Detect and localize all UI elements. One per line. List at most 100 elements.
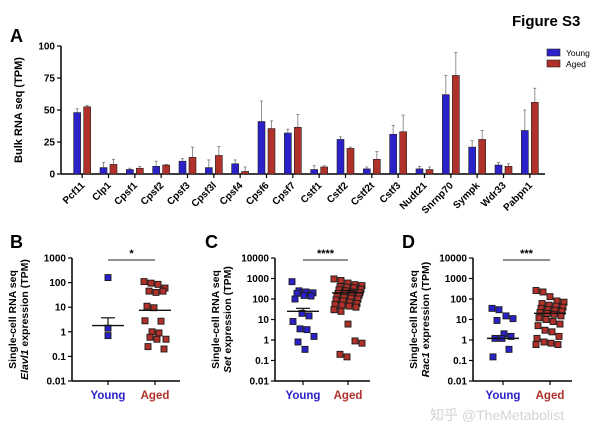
- a-bar-young: [415, 168, 424, 175]
- panel-label-d: D: [402, 232, 415, 252]
- d-point-aged: [541, 326, 549, 334]
- a-bar-young: [73, 112, 81, 175]
- b-point-aged: [152, 288, 160, 296]
- c-x-label-young: Young: [286, 390, 321, 402]
- b-point-aged: [146, 333, 154, 341]
- d-x-label-young: Young: [486, 390, 521, 402]
- d-point-young: [502, 312, 510, 320]
- c-y-tick-label: 100: [252, 295, 269, 306]
- c-point-young: [289, 318, 297, 325]
- c-point-aged: [330, 275, 338, 283]
- d-ylabel-line2: Rac1 expression (TPM): [420, 262, 432, 378]
- d-point-young: [495, 306, 503, 314]
- c-point-aged: [343, 353, 351, 361]
- a-bar-young: [231, 163, 239, 175]
- a-bar-young: [389, 134, 397, 175]
- a-y-tick-label: 0: [49, 170, 55, 181]
- c-point-young: [298, 309, 306, 317]
- a-x-tick-label: Pcf11: [61, 180, 88, 207]
- a-bar-young: [178, 160, 187, 175]
- a-bar-aged: [188, 157, 197, 175]
- d-point-aged: [532, 287, 540, 294]
- a-bar-aged: [109, 164, 118, 175]
- c-point-young: [301, 345, 309, 353]
- b-ylabel: Single-cell RNA seq: [7, 270, 19, 369]
- b-point-aged: [159, 287, 167, 295]
- b-y-tick-label: 1: [60, 327, 66, 338]
- legend-young: Young: [566, 48, 590, 58]
- b-point-aged: [145, 287, 153, 295]
- b-ylabel-line2: Elavl1 expression (TPM): [19, 259, 31, 380]
- legend-aged: Aged: [566, 59, 586, 69]
- a-bar-aged: [504, 166, 513, 175]
- d-point-young: [507, 332, 515, 340]
- b-point-aged: [141, 317, 149, 325]
- b-point-aged: [162, 335, 170, 343]
- panel-label-b: B: [10, 232, 23, 252]
- a-bar-aged: [162, 164, 170, 175]
- c-point-aged: [337, 277, 345, 284]
- c-y-tick-label: 1: [263, 336, 269, 347]
- a-bar-aged: [267, 128, 276, 175]
- a-bar-young: [363, 168, 371, 175]
- a-x-tick-label: Cstf1: [299, 180, 325, 206]
- c-point-young: [296, 325, 304, 333]
- a-bar-aged: [320, 166, 328, 175]
- d-ylabel-gene: Rac1: [420, 349, 432, 377]
- d-point-aged: [534, 322, 542, 330]
- panel-b-scatter: 0.01 0.1 1 10 100 1000 Single-cell RNA seq Elav…: [7, 248, 180, 402]
- c-point-aged: [330, 306, 338, 314]
- c-point-young: [288, 278, 296, 286]
- d-point-aged: [550, 310, 558, 318]
- c-point-young: [307, 292, 315, 300]
- d-point-aged: [540, 338, 548, 346]
- a-bar-young: [468, 146, 476, 175]
- d-y-tick-label: 100: [450, 295, 467, 306]
- legend-swatch-aged: [546, 59, 561, 68]
- a-x-tick-label: Cstf2: [325, 180, 351, 206]
- c-point-young: [305, 312, 313, 320]
- d-significance-label: ***: [520, 248, 534, 260]
- watermark: 知乎 @TheMetabolist: [430, 407, 564, 423]
- panel-label-a: A: [10, 26, 23, 46]
- c-point-aged: [344, 320, 352, 328]
- c-ylabel-line2: Set expression (TPM): [222, 266, 234, 373]
- c-y-tick-label: 10: [258, 315, 270, 326]
- b-ylabel-suffix: expression (TPM): [19, 259, 31, 347]
- d-point-aged: [533, 334, 541, 342]
- d-y-tick-label: 0.1: [453, 356, 467, 367]
- c-y-tick-label: 10000: [241, 254, 269, 265]
- a-x-tick-label: Cpsf7: [271, 180, 299, 208]
- a-x-tick-label: Cpsf3: [165, 180, 193, 208]
- c-point-aged: [351, 337, 359, 345]
- a-bar-aged: [215, 155, 223, 175]
- a-bar-young: [205, 167, 213, 175]
- a-bar-young: [152, 166, 160, 175]
- c-significance-label: ****: [317, 248, 335, 260]
- c-ylabel-gene: Set: [222, 354, 234, 373]
- c-x-label-aged: Aged: [334, 390, 363, 402]
- a-bar-aged: [531, 102, 539, 175]
- c-point-aged: [345, 302, 353, 310]
- a-bar-young: [284, 132, 292, 175]
- panel-a-bar-chart: 0 25 50 75 100 Pcf11 Clp1Cpsf1Cpsf2Cpsf3Cpsf3l…: [38, 42, 545, 216]
- d-point-aged: [554, 341, 562, 348]
- a-bar-aged: [83, 106, 91, 175]
- d-point-aged: [532, 341, 540, 348]
- c-y-tick-label: 0.01: [250, 377, 270, 388]
- b-point-aged: [160, 345, 168, 353]
- b-point-aged: [154, 280, 162, 288]
- a-y-tick-label: 75: [44, 74, 56, 85]
- d-point-aged: [542, 316, 550, 323]
- c-point-aged: [336, 350, 344, 358]
- a-x-tick-label: Sympk: [451, 180, 482, 211]
- d-y-tick-label: 10: [456, 315, 468, 326]
- a-x-tick-label: Cstf2t: [349, 180, 377, 208]
- a-y-tick-label: 100: [38, 42, 55, 53]
- a-bar-young: [442, 94, 450, 175]
- a-bar-aged: [136, 167, 144, 175]
- d-point-aged: [535, 314, 543, 322]
- a-x-tick-label: Clp1: [91, 180, 114, 203]
- d-point-aged: [556, 320, 564, 328]
